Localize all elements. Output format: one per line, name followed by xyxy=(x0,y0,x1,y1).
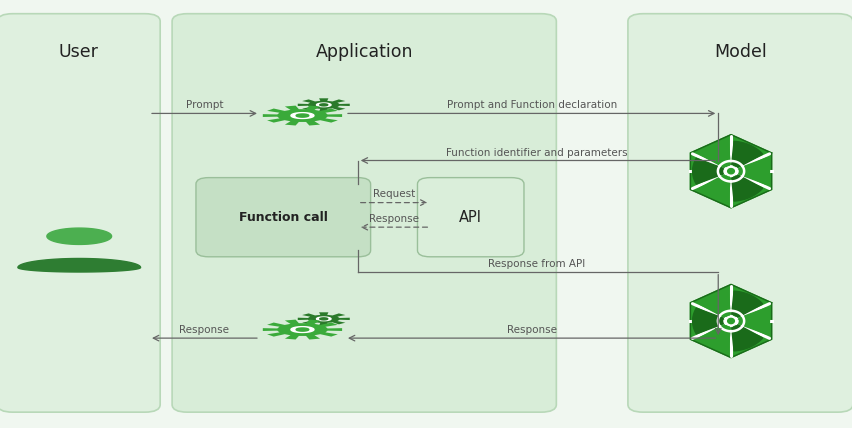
Polygon shape xyxy=(296,114,308,117)
Polygon shape xyxy=(690,135,772,208)
Polygon shape xyxy=(699,141,730,167)
Polygon shape xyxy=(320,104,328,106)
Text: Response: Response xyxy=(180,325,229,335)
Polygon shape xyxy=(296,328,308,331)
Polygon shape xyxy=(699,175,730,201)
Text: Application: Application xyxy=(315,43,413,61)
FancyBboxPatch shape xyxy=(172,14,556,412)
Polygon shape xyxy=(291,113,314,119)
Text: Response: Response xyxy=(507,325,556,335)
Polygon shape xyxy=(732,175,763,201)
Text: Function identifier and parameters: Function identifier and parameters xyxy=(446,148,628,158)
Polygon shape xyxy=(297,312,350,325)
Polygon shape xyxy=(699,291,730,317)
Polygon shape xyxy=(690,285,772,357)
Polygon shape xyxy=(693,158,723,184)
Polygon shape xyxy=(739,158,769,184)
Polygon shape xyxy=(693,308,723,334)
FancyBboxPatch shape xyxy=(196,178,371,257)
Polygon shape xyxy=(739,308,769,334)
Text: Request: Request xyxy=(373,189,415,199)
Polygon shape xyxy=(725,166,737,176)
Polygon shape xyxy=(262,106,343,125)
Polygon shape xyxy=(728,169,734,174)
FancyBboxPatch shape xyxy=(0,14,160,412)
Polygon shape xyxy=(262,320,343,339)
Text: API: API xyxy=(459,210,482,225)
Polygon shape xyxy=(732,291,763,317)
Polygon shape xyxy=(291,327,314,333)
FancyBboxPatch shape xyxy=(628,14,852,412)
Polygon shape xyxy=(316,317,331,321)
FancyBboxPatch shape xyxy=(417,178,524,257)
Polygon shape xyxy=(699,325,730,351)
Polygon shape xyxy=(47,228,112,244)
Polygon shape xyxy=(732,141,763,167)
Text: Function call: Function call xyxy=(239,211,328,224)
Text: Model: Model xyxy=(714,43,767,61)
Polygon shape xyxy=(18,259,141,272)
Polygon shape xyxy=(725,316,737,326)
Polygon shape xyxy=(320,318,328,320)
Text: Prompt: Prompt xyxy=(186,101,223,110)
Polygon shape xyxy=(316,103,331,107)
Text: Prompt and Function declaration: Prompt and Function declaration xyxy=(446,101,617,110)
Polygon shape xyxy=(732,325,763,351)
Text: Response: Response xyxy=(369,214,419,224)
Text: User: User xyxy=(59,43,99,61)
Polygon shape xyxy=(728,318,734,324)
Text: Response from API: Response from API xyxy=(488,259,585,269)
Polygon shape xyxy=(297,98,350,111)
